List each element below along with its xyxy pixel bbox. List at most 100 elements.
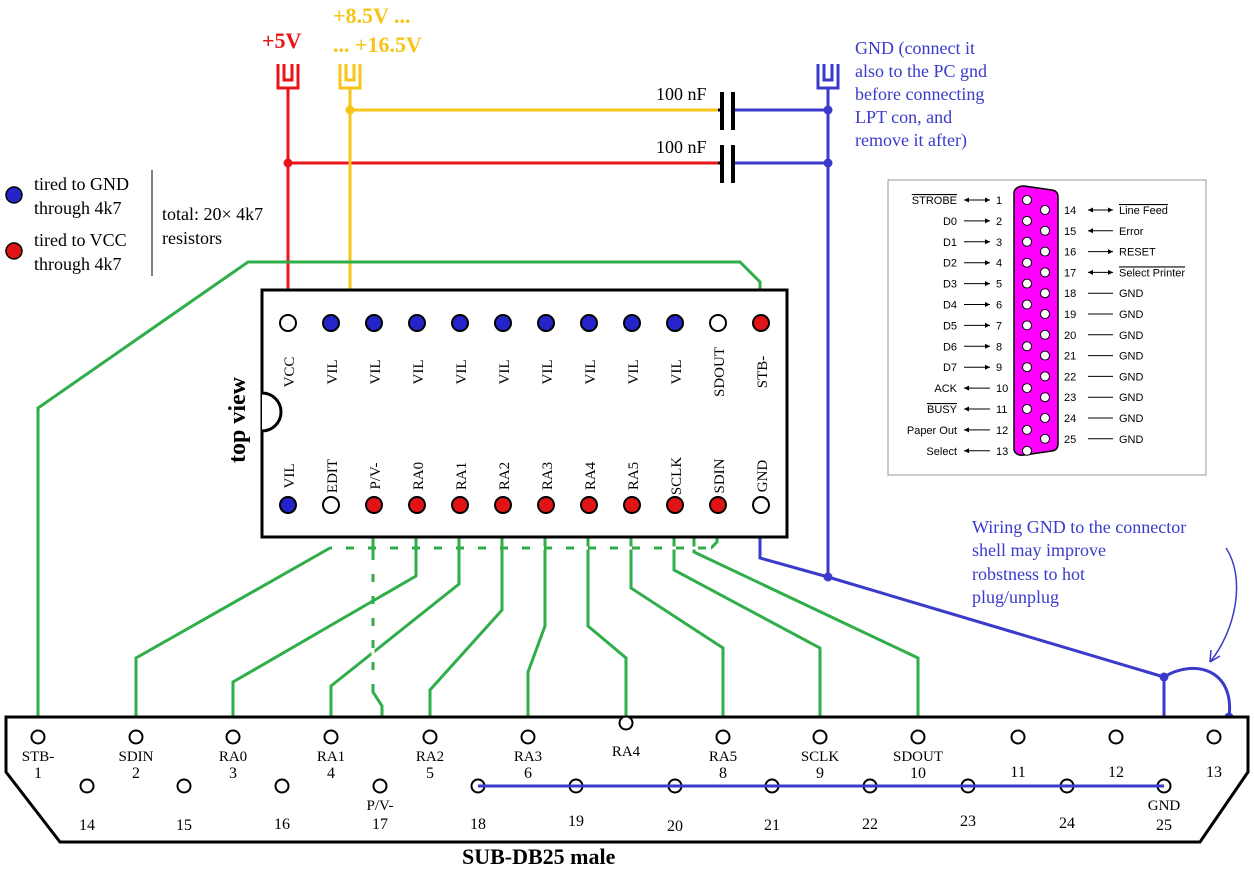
db25-pin [372,778,388,794]
chip-pin-label: VIL [368,360,384,385]
db25-pin-number: 24 [1059,815,1075,832]
pinout-signal-name: GND [1119,413,1144,425]
chip-pin [537,496,555,514]
pinout-pin-hole [1040,371,1050,382]
db25-pin-number: 3 [229,765,237,782]
hotplug-arrow [1209,547,1238,663]
pinout-signal-name: GND [1119,392,1144,404]
db25-pin [520,729,536,745]
chip-pin [365,314,383,332]
wire-ra4 [586,505,628,723]
chip-pin-label: VIL [282,464,298,489]
pinout-pin-hole [1022,299,1032,310]
pinout-pin-hole [1022,424,1032,435]
chip-pin-label: SDOUT [712,347,728,397]
wire-ra5 [629,505,725,737]
db25-pin-name: SDIN [118,749,153,765]
pinout-signal-name: BUSY [927,404,958,416]
pinout-pin-number: 16 [1064,247,1076,259]
db25-pin-number: 11 [1010,764,1025,781]
chip-pin [752,314,770,332]
db25-pin-number: 13 [1206,764,1222,781]
pinout-pin-number: 15 [1064,226,1076,238]
pinout-signal-name: GND [1119,288,1144,300]
pinout-pin-number: 10 [996,383,1008,395]
pinout-signal-name: GND [1119,309,1144,321]
wire-ra3 [526,505,547,737]
pinout-pin-hole [1040,205,1050,215]
db25-shell [4,715,1250,844]
vcc-junction [283,158,293,168]
chip-pin-label: RA4 [583,461,599,490]
wire-ra2 [428,505,504,737]
vpp-junction [345,105,355,115]
pinout-pin-number: 8 [996,341,1002,353]
wire-sclk [672,505,822,737]
hotplug-note-line: shell may improve [972,540,1106,560]
db25-pin-number: 15 [176,817,192,834]
pinout-pin-hole [1022,362,1032,373]
db25-pin-number: 21 [764,817,780,834]
pinout-signal-name: D4 [943,300,957,312]
legend: tired to GND through 4k7 tired to VCC th… [5,170,263,276]
chip-pin [279,496,297,514]
gnd-wire-to-connector [758,505,1166,786]
capacitor-top-icon [718,92,735,130]
chip-pin-label: EDIT [325,459,341,493]
pinout-pin-number: 11 [996,404,1007,416]
chip-pin [494,496,512,514]
pinout-pin-hole [1040,433,1050,444]
legend-blue-dot-icon [5,186,23,204]
db25-pin-name: RA1 [317,749,345,765]
pinout-pin-number: 21 [1064,351,1076,363]
pinout-signal-name: GND [1119,330,1144,342]
db25-pin-name: SCLK [801,749,840,765]
db25-pin-number: 17 [372,816,388,833]
chip-pin [709,496,727,514]
pinout-signal-name: RESET [1119,247,1156,259]
legend-total-line1: total: 20× 4k7 [162,204,263,224]
gnd-terminal-icon [816,64,840,90]
db25-pin-name: RA3 [514,749,542,765]
hotplug-arrow-head-icon [1209,649,1221,663]
cap-bottom-label: 100 nF [656,137,707,157]
pinout-signal-name: D1 [943,237,957,249]
chip-pin-label: VCC [282,357,298,388]
db25-pin-number: 10 [910,765,926,782]
chip-pin [580,496,598,514]
pinout-signal-name: D7 [943,362,957,374]
chip-body [260,288,789,539]
db25-pin-number: 8 [719,765,727,782]
pinout-left-column: STROBE 1 D0 2 D1 3 D2 4 D3 5 D4 6 D5 7 D6 8 D7 9 ACK 10 BUSY… [907,195,1032,458]
db25-pin-name: RA5 [709,749,737,765]
db25-pin-number: 5 [426,765,434,782]
db25-pin-number: 4 [327,765,335,782]
wire-ra1 [329,505,461,737]
cap-top-label: 100 nF [656,84,707,104]
db25-pin [225,729,241,745]
pinout-pin-hole [1040,246,1050,257]
arrowhead-right-icon [985,322,990,328]
db25-pin [1108,729,1124,745]
gnd-note-line: GND (connect it [855,38,975,59]
pinout-pin-hole [1040,288,1050,299]
db25-pin [812,729,828,745]
pinout-signal-name: GND [1119,434,1144,446]
pinout-pin-number: 3 [996,237,1002,249]
db25-pin-number: 25 [1156,817,1172,834]
db25-pin-number: 1 [34,765,42,782]
db25-pin-name: RA2 [416,749,444,765]
db25-pin [422,729,438,745]
pinout-pin-number: 5 [996,279,1002,291]
pinout-connector-body [1013,185,1059,456]
wire-ra0 [231,505,418,737]
chip-pin-label: VIL [454,360,470,385]
pinout-pin-number: 20 [1064,330,1076,342]
chip-pin [580,314,598,332]
pinout-pin-hole [1022,236,1032,247]
db25-pin-name: SDOUT [893,749,943,765]
chip-pin [408,314,426,332]
chip-pin-label: VIL [411,360,427,385]
db25-pin-number: 14 [79,817,95,834]
